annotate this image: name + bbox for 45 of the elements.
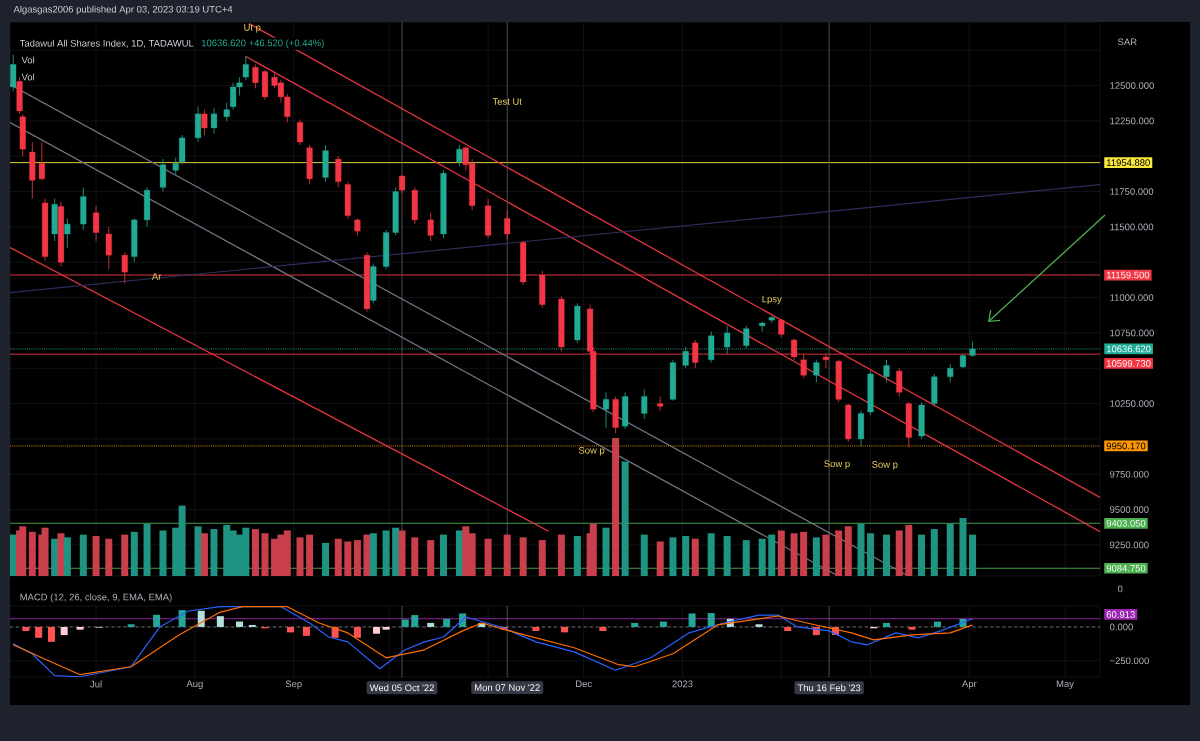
y-tick-label: −250.000 <box>1110 657 1149 665</box>
annotation: Sow p <box>578 446 605 456</box>
y-tick-label: 0.000 <box>1109 623 1133 631</box>
text: 0 <box>1117 585 1123 593</box>
text: Tadawul All Shares Index, 1D, TADAWUL <box>19 39 194 48</box>
y-tick-label: 10250.000 <box>1110 400 1154 407</box>
text: 10636.620 +46.520 (+0.44%) <box>201 39 324 49</box>
ref-line-label: Mon 07 Nov '22 <box>475 684 540 691</box>
annotation: Lpsy <box>762 295 782 305</box>
annotation: Sow p <box>872 461 898 470</box>
ref-line-label: 11954.880 <box>1106 159 1150 166</box>
y-tick-label: 9500.000 <box>1110 506 1149 513</box>
x-tick-label: Jul <box>90 680 102 688</box>
ref-line-label: 10599.730 <box>1106 360 1151 367</box>
x-tick-label: May <box>1056 680 1074 689</box>
x-tick-label: Sep <box>285 680 302 690</box>
annotation: Vol <box>21 56 35 64</box>
y-tick-label: 9750.000 <box>1110 470 1149 478</box>
y-axis-title: SAR <box>1118 38 1137 46</box>
ref-line-label: Wed 05 Oct '22 <box>369 684 434 692</box>
y-tick-label: 11750.000 <box>1110 188 1154 195</box>
annotation: Ut p <box>244 24 261 33</box>
ref-line-label: 10636.620 <box>1106 345 1151 353</box>
y-tick-label: 9250.000 <box>1110 541 1149 549</box>
ref-line-label: Thu 16 Feb '23 <box>797 684 861 692</box>
y-tick-label: 11500.000 <box>1110 223 1154 231</box>
ref-line-label: 9084.750 <box>1106 564 1146 572</box>
ref-line-label: 60.913 <box>1106 611 1135 618</box>
y-tick-label: 10750.000 <box>1110 329 1154 337</box>
ref-line-label: 11159.500 <box>1106 271 1150 279</box>
text: Algasgas2006 published Apr 03, 2023 03:19 UTC+4 <box>13 5 233 15</box>
annotation: Sow p <box>824 460 850 469</box>
y-tick-label: 11000.000 <box>1110 294 1154 301</box>
ref-line-label: 9403.050 <box>1106 519 1146 527</box>
x-tick-label: Aug <box>186 680 203 689</box>
annotation: Vol <box>21 73 35 81</box>
x-tick-label: 2023 <box>672 680 693 688</box>
y-tick-label: 12500.000 <box>1110 82 1154 89</box>
x-tick-label: Dec <box>576 680 592 688</box>
y-tick-label: 12250.000 <box>1110 117 1154 125</box>
ref-line-label: 9950.170 <box>1106 442 1146 450</box>
x-tick-label: Apr <box>962 680 977 689</box>
annotation: Test Ut <box>492 98 522 105</box>
chart-title: MACD (12, 26, close, 9, EMA, EMA) <box>20 593 172 603</box>
annotation: Ar <box>151 273 162 280</box>
